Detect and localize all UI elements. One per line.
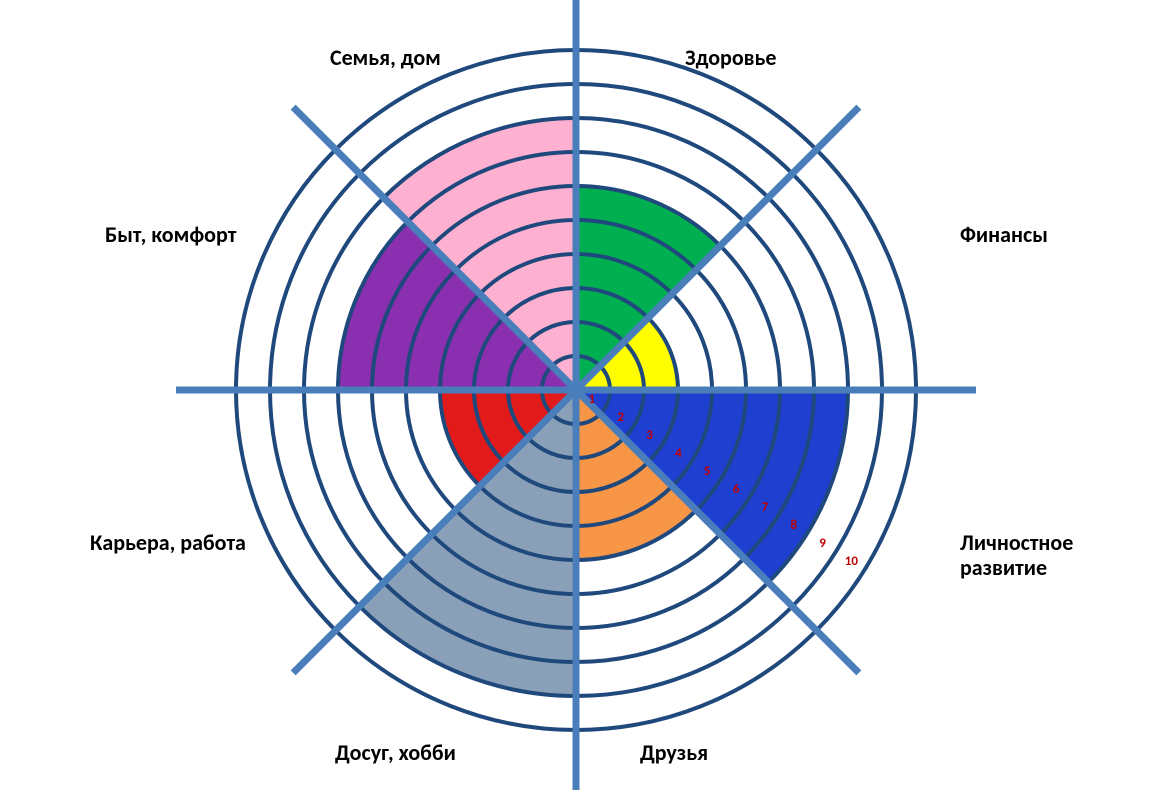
scale-number: 1 (589, 392, 596, 407)
scale-number: 4 (675, 446, 682, 461)
life-wheel-chart: 1 2 3 4 5 6 7 8 9 10 (0, 0, 1153, 801)
label-leisure: Досуг, хобби (335, 740, 456, 765)
scale-number: 8 (790, 518, 797, 533)
label-career: Карьера, работа (90, 530, 246, 555)
scale-number: 2 (617, 410, 624, 425)
scale-number: 6 (733, 482, 740, 497)
label-friends: Друзья (640, 740, 708, 765)
scale-number: 10 (845, 554, 859, 569)
label-comfort: Быт, комфорт (105, 222, 236, 247)
scale-number: 7 (762, 500, 769, 515)
label-personal_growth: Личностное развитие (960, 530, 1073, 581)
scale-number: 9 (819, 536, 826, 551)
scale-number: 5 (704, 464, 711, 479)
label-finance: Финансы (960, 222, 1048, 247)
scale-number: 3 (646, 428, 653, 443)
label-family: Семья, дом (330, 45, 441, 70)
label-health: Здоровье (685, 45, 777, 70)
